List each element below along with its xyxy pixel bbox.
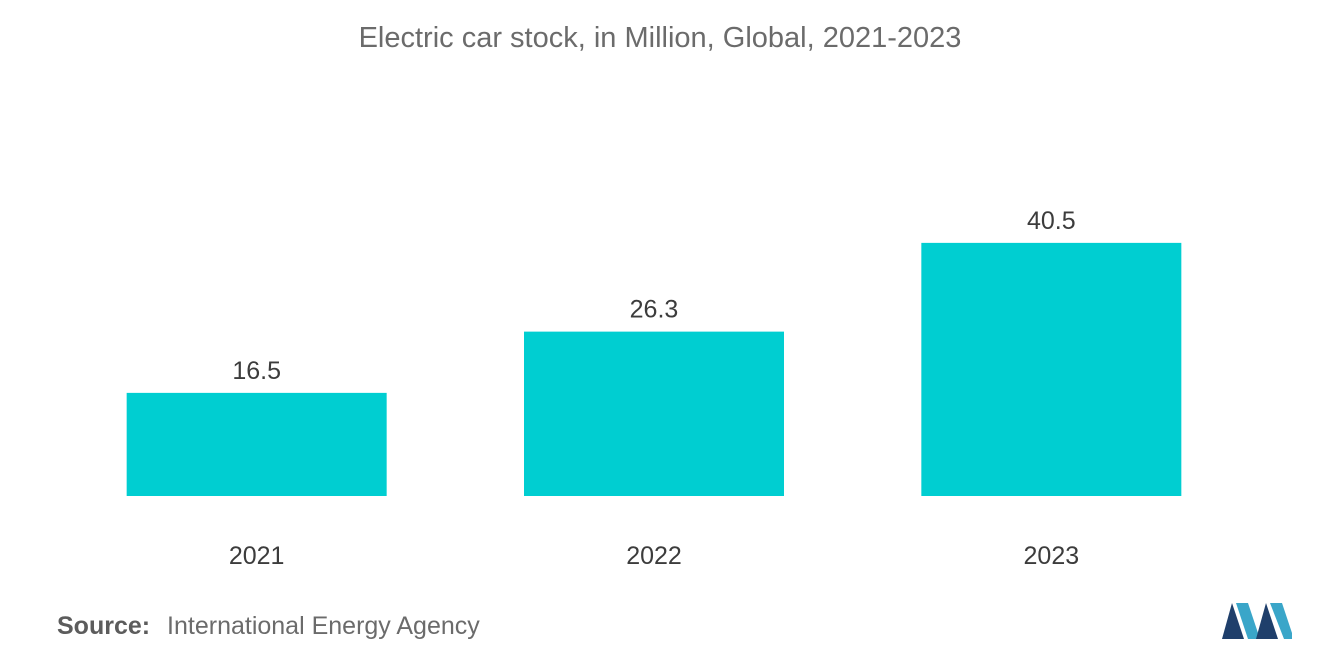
logo-shape-mid-right bbox=[1256, 603, 1278, 639]
source-note: Source: International Energy Agency bbox=[57, 612, 480, 641]
logo-shape-mid bbox=[1236, 603, 1260, 639]
source-text: International Energy Agency bbox=[167, 612, 480, 640]
logo-shape-left bbox=[1222, 603, 1244, 639]
value-label-2021: 16.5 bbox=[232, 357, 281, 385]
logo-shape-right bbox=[1270, 603, 1292, 639]
x-tick-label-2021: 2021 bbox=[229, 542, 285, 570]
source-label: Source: bbox=[57, 612, 151, 640]
chart-title: Electric car stock, in Million, Global, … bbox=[358, 22, 962, 54]
bar-chart: 16.5 26.3 40.5 2021 2022 2023 bbox=[126, 207, 1182, 570]
value-label-2022: 26.3 bbox=[630, 296, 679, 324]
x-tick-label-2022: 2022 bbox=[626, 542, 682, 570]
bar-2021 bbox=[126, 392, 387, 496]
bar-2023 bbox=[921, 242, 1182, 496]
x-tick-label-2023: 2023 bbox=[1024, 542, 1080, 570]
value-label-2023: 40.5 bbox=[1027, 207, 1076, 235]
bar-2022 bbox=[524, 331, 784, 496]
mordor-intelligence-logo-icon bbox=[1222, 603, 1292, 639]
